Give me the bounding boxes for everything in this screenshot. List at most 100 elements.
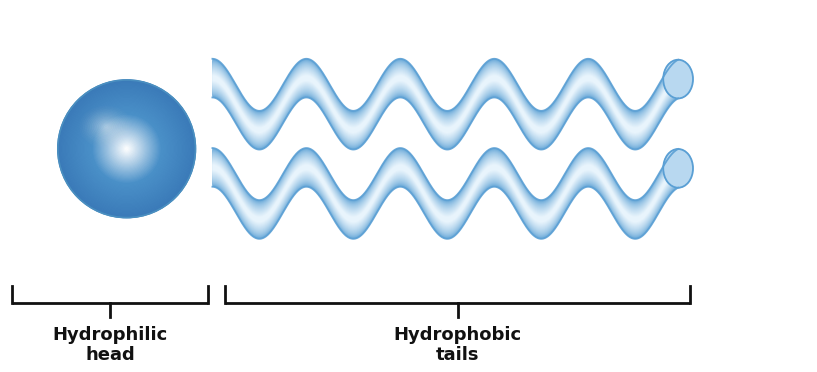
Ellipse shape — [85, 108, 168, 190]
Text: Hydrophilic
head: Hydrophilic head — [52, 326, 168, 364]
Ellipse shape — [109, 131, 145, 167]
Ellipse shape — [78, 99, 176, 198]
Ellipse shape — [60, 82, 193, 215]
Ellipse shape — [75, 97, 178, 201]
Ellipse shape — [64, 86, 190, 212]
Ellipse shape — [82, 104, 172, 193]
Polygon shape — [212, 155, 678, 232]
Ellipse shape — [98, 120, 155, 177]
Ellipse shape — [103, 125, 150, 173]
Ellipse shape — [112, 134, 141, 164]
Ellipse shape — [93, 116, 160, 182]
Ellipse shape — [70, 93, 183, 205]
Polygon shape — [212, 160, 678, 227]
Polygon shape — [212, 62, 678, 146]
Ellipse shape — [68, 90, 185, 207]
Ellipse shape — [59, 81, 194, 217]
Ellipse shape — [87, 109, 167, 189]
Ellipse shape — [116, 138, 137, 159]
Polygon shape — [212, 151, 678, 236]
Polygon shape — [212, 164, 678, 223]
Polygon shape — [212, 153, 678, 234]
Ellipse shape — [100, 123, 111, 131]
Ellipse shape — [90, 112, 163, 186]
Ellipse shape — [100, 122, 153, 175]
Ellipse shape — [69, 92, 184, 206]
Ellipse shape — [102, 124, 109, 129]
Ellipse shape — [110, 133, 143, 165]
Polygon shape — [212, 67, 678, 141]
Polygon shape — [212, 161, 678, 226]
Polygon shape — [212, 148, 678, 239]
Ellipse shape — [66, 88, 187, 209]
Ellipse shape — [58, 80, 195, 218]
Polygon shape — [212, 72, 678, 136]
Polygon shape — [212, 164, 678, 222]
Polygon shape — [212, 65, 678, 144]
Ellipse shape — [105, 125, 108, 128]
Ellipse shape — [81, 103, 172, 195]
Ellipse shape — [122, 144, 132, 153]
Ellipse shape — [83, 105, 170, 192]
Polygon shape — [212, 158, 678, 229]
Ellipse shape — [97, 120, 114, 134]
Polygon shape — [212, 65, 678, 143]
Polygon shape — [212, 60, 678, 148]
Ellipse shape — [118, 140, 136, 158]
Polygon shape — [212, 75, 678, 133]
Ellipse shape — [106, 128, 147, 170]
Ellipse shape — [67, 89, 186, 208]
Ellipse shape — [61, 83, 192, 214]
Ellipse shape — [65, 87, 189, 211]
Polygon shape — [212, 73, 678, 135]
Ellipse shape — [120, 142, 133, 155]
Polygon shape — [212, 157, 678, 230]
Polygon shape — [212, 152, 678, 235]
Polygon shape — [212, 62, 678, 147]
Ellipse shape — [92, 114, 161, 183]
Text: Hydrophobic
tails: Hydrophobic tails — [394, 326, 521, 364]
Ellipse shape — [62, 84, 191, 213]
Polygon shape — [212, 59, 678, 150]
Ellipse shape — [95, 117, 158, 181]
Polygon shape — [212, 163, 678, 224]
Ellipse shape — [114, 136, 139, 161]
Ellipse shape — [663, 149, 693, 188]
Ellipse shape — [101, 124, 152, 174]
Ellipse shape — [74, 96, 180, 202]
Polygon shape — [212, 150, 678, 237]
Ellipse shape — [79, 102, 174, 196]
Ellipse shape — [121, 143, 132, 154]
Polygon shape — [212, 154, 678, 233]
Ellipse shape — [73, 95, 181, 203]
Ellipse shape — [126, 148, 127, 150]
Ellipse shape — [99, 121, 113, 132]
Ellipse shape — [72, 94, 181, 204]
Polygon shape — [212, 149, 678, 238]
Ellipse shape — [109, 132, 144, 166]
Ellipse shape — [96, 119, 157, 179]
Ellipse shape — [84, 106, 169, 191]
Polygon shape — [212, 74, 678, 134]
Polygon shape — [212, 70, 678, 139]
Polygon shape — [212, 161, 678, 225]
Ellipse shape — [104, 126, 150, 172]
Ellipse shape — [123, 145, 130, 152]
Ellipse shape — [89, 111, 164, 187]
Ellipse shape — [124, 147, 129, 151]
Ellipse shape — [113, 135, 141, 163]
Ellipse shape — [91, 113, 163, 185]
Polygon shape — [212, 71, 678, 137]
Ellipse shape — [78, 101, 175, 197]
Polygon shape — [212, 64, 678, 145]
Polygon shape — [212, 67, 678, 142]
Ellipse shape — [96, 118, 158, 180]
Polygon shape — [212, 70, 678, 138]
Polygon shape — [212, 159, 678, 228]
Ellipse shape — [105, 127, 149, 171]
Ellipse shape — [99, 121, 154, 176]
Polygon shape — [212, 156, 678, 231]
Ellipse shape — [87, 110, 166, 188]
Polygon shape — [212, 61, 678, 148]
Ellipse shape — [107, 129, 146, 168]
